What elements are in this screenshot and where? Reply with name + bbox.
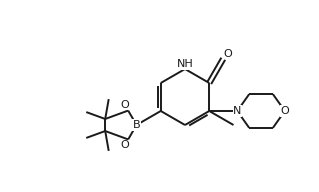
Text: B: B	[133, 120, 140, 130]
Text: NH: NH	[177, 59, 193, 69]
Text: O: O	[280, 106, 289, 116]
Text: O: O	[223, 49, 232, 59]
Text: O: O	[121, 140, 129, 150]
Text: N: N	[233, 106, 241, 116]
Text: O: O	[121, 100, 129, 110]
